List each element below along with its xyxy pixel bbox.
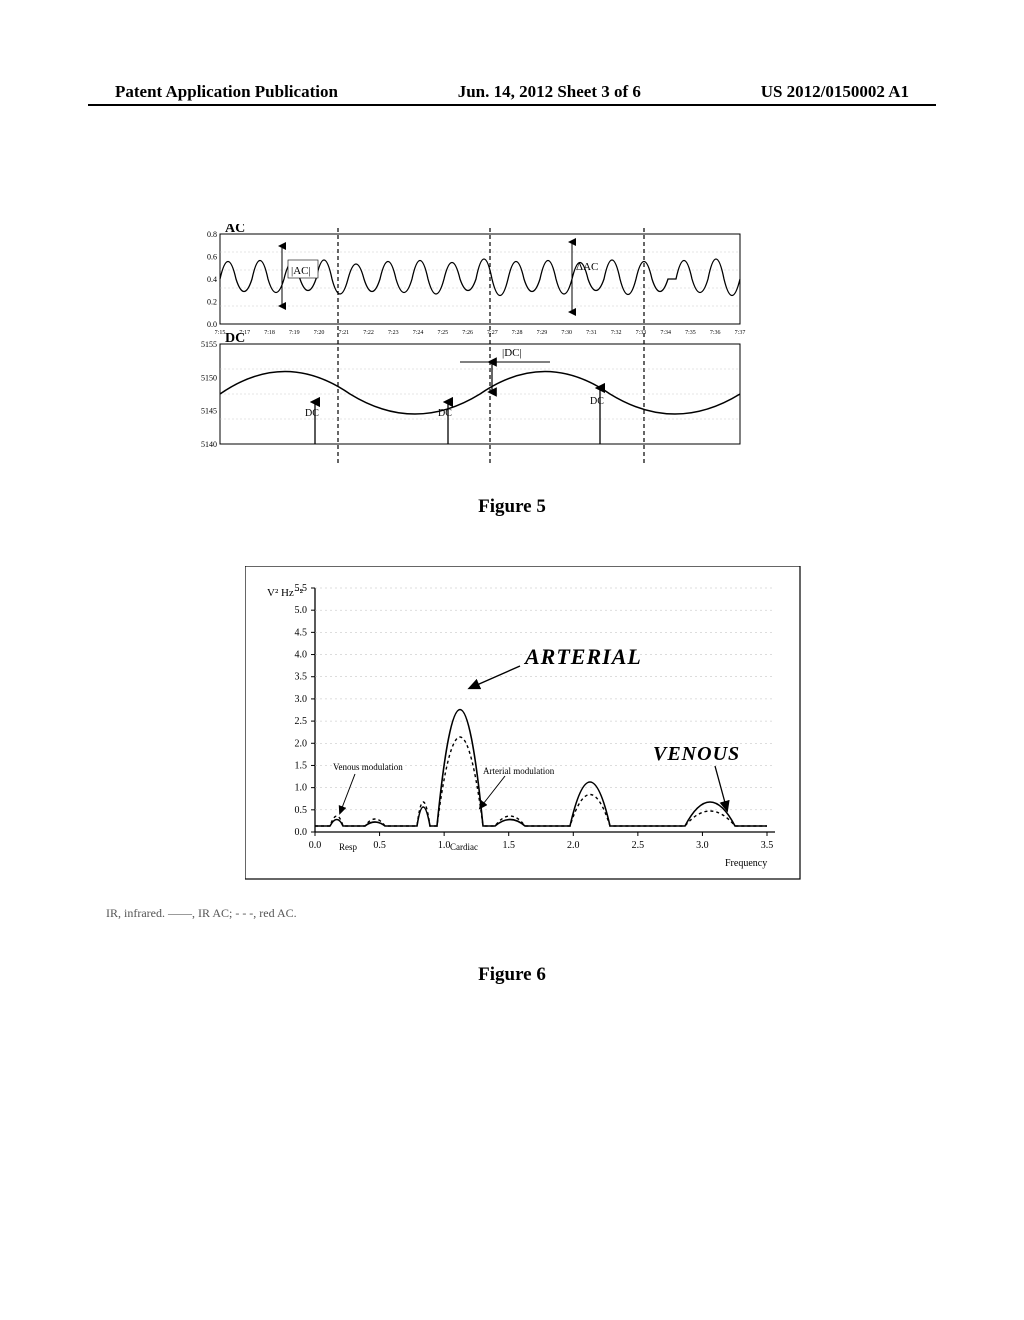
- svg-text:1.5: 1.5: [295, 760, 308, 771]
- svg-text:7:37: 7:37: [735, 330, 746, 336]
- fig5-dc-label: DC: [225, 331, 245, 346]
- svg-text:0.5: 0.5: [295, 805, 308, 816]
- svg-text:1.0: 1.0: [295, 783, 308, 794]
- svg-text:7:19: 7:19: [289, 330, 300, 336]
- svg-text:7:21: 7:21: [338, 330, 349, 336]
- svg-text:3.5: 3.5: [295, 672, 308, 683]
- svg-text:7:15: 7:15: [215, 330, 226, 336]
- svg-text:7:32: 7:32: [611, 330, 622, 336]
- svg-text:3.0: 3.0: [295, 694, 308, 705]
- svg-text:0.0: 0.0: [295, 827, 308, 838]
- header-rule: [88, 104, 936, 106]
- svg-text:7:24: 7:24: [413, 330, 424, 336]
- figure-6-caption: Figure 6: [478, 964, 546, 986]
- svg-text:7:36: 7:36: [710, 330, 721, 336]
- fig6-arterial-mod: Arterial modulation: [483, 766, 555, 776]
- svg-text:7:18: 7:18: [264, 330, 275, 336]
- svg-text:0.8: 0.8: [207, 230, 217, 239]
- svg-text:7:27: 7:27: [487, 330, 498, 336]
- svg-text:0.2: 0.2: [207, 298, 217, 307]
- svg-text:7:28: 7:28: [512, 330, 523, 336]
- fig5-ac-ann2: ΔAC: [576, 261, 598, 273]
- figure-5: AC |AC| ΔAC 0.00.20.40.60.8 7:157:177:18…: [200, 224, 752, 474]
- figure-6: 0.00.51.01.52.02.53.03.54.04.55.05.5 0.0…: [245, 566, 797, 886]
- svg-text:7:35: 7:35: [685, 330, 696, 336]
- svg-text:7:33: 7:33: [636, 330, 647, 336]
- page-header: Patent Application Publication Jun. 14, …: [0, 82, 1024, 102]
- fig5-dc-t2: DC: [438, 408, 452, 419]
- svg-text:2.5: 2.5: [632, 840, 645, 851]
- svg-text:2.5: 2.5: [295, 716, 308, 727]
- svg-text:5.0: 5.0: [295, 605, 308, 616]
- svg-text:7:29: 7:29: [537, 330, 548, 336]
- fig5-dc-t1: DC: [305, 408, 319, 419]
- figure-5-svg: AC |AC| ΔAC 0.00.20.40.60.8 7:157:177:18…: [200, 224, 752, 474]
- svg-text:7:34: 7:34: [660, 330, 671, 336]
- svg-text:1.5: 1.5: [502, 840, 515, 851]
- fig6-xlabel: Frequency: [725, 858, 767, 869]
- svg-text:4.5: 4.5: [295, 627, 308, 638]
- svg-text:7:30: 7:30: [561, 330, 572, 336]
- svg-text:7:20: 7:20: [314, 330, 325, 336]
- svg-text:5150: 5150: [201, 373, 217, 382]
- svg-text:2.0: 2.0: [295, 738, 308, 749]
- figure-6-svg: 0.00.51.01.52.02.53.03.54.04.55.05.5 0.0…: [245, 566, 807, 886]
- fig5-ac-label: AC: [225, 224, 245, 236]
- fig6-cardiac: Cardiac: [450, 842, 478, 852]
- svg-text:0.5: 0.5: [373, 840, 386, 851]
- svg-text:7:25: 7:25: [438, 330, 449, 336]
- svg-text:5155: 5155: [201, 340, 217, 349]
- svg-text:7:22: 7:22: [363, 330, 374, 336]
- svg-text:0.4: 0.4: [207, 275, 217, 284]
- svg-text:1.0: 1.0: [438, 840, 451, 851]
- svg-text:0.0: 0.0: [309, 840, 322, 851]
- fig6-venous-mod: Venous modulation: [333, 762, 403, 772]
- svg-text:7:31: 7:31: [586, 330, 597, 336]
- header-center: Jun. 14, 2012 Sheet 3 of 6: [458, 82, 641, 102]
- header-right: US 2012/0150002 A1: [761, 82, 909, 102]
- figure-5-caption: Figure 5: [478, 496, 546, 518]
- fig6-yunit: V² Hz⁻²: [267, 587, 304, 599]
- fig5-ac-ann1: |AC|: [291, 265, 311, 277]
- svg-text:0.0: 0.0: [207, 320, 217, 329]
- svg-text:5145: 5145: [201, 407, 217, 416]
- figure-6-legend: IR, infrared. ——, IR AC; - - -, red AC.: [106, 906, 297, 921]
- svg-text:7:23: 7:23: [388, 330, 399, 336]
- svg-text:2.0: 2.0: [567, 840, 580, 851]
- svg-text:5140: 5140: [201, 440, 217, 449]
- svg-text:7:26: 7:26: [462, 330, 473, 336]
- fig6-hand-arterial: ARTERIAL: [523, 644, 642, 669]
- fig6-hand-venous: VENOUS: [653, 743, 740, 765]
- fig5-dc-t3: DC: [590, 396, 604, 407]
- header-left: Patent Application Publication: [115, 82, 338, 102]
- svg-text:3.5: 3.5: [761, 840, 774, 851]
- fig6-resp: Resp: [339, 842, 358, 852]
- svg-text:0.6: 0.6: [207, 253, 217, 262]
- fig5-dc-ann1: |DC|: [502, 347, 522, 359]
- svg-text:4.0: 4.0: [295, 650, 308, 661]
- svg-text:3.0: 3.0: [696, 840, 709, 851]
